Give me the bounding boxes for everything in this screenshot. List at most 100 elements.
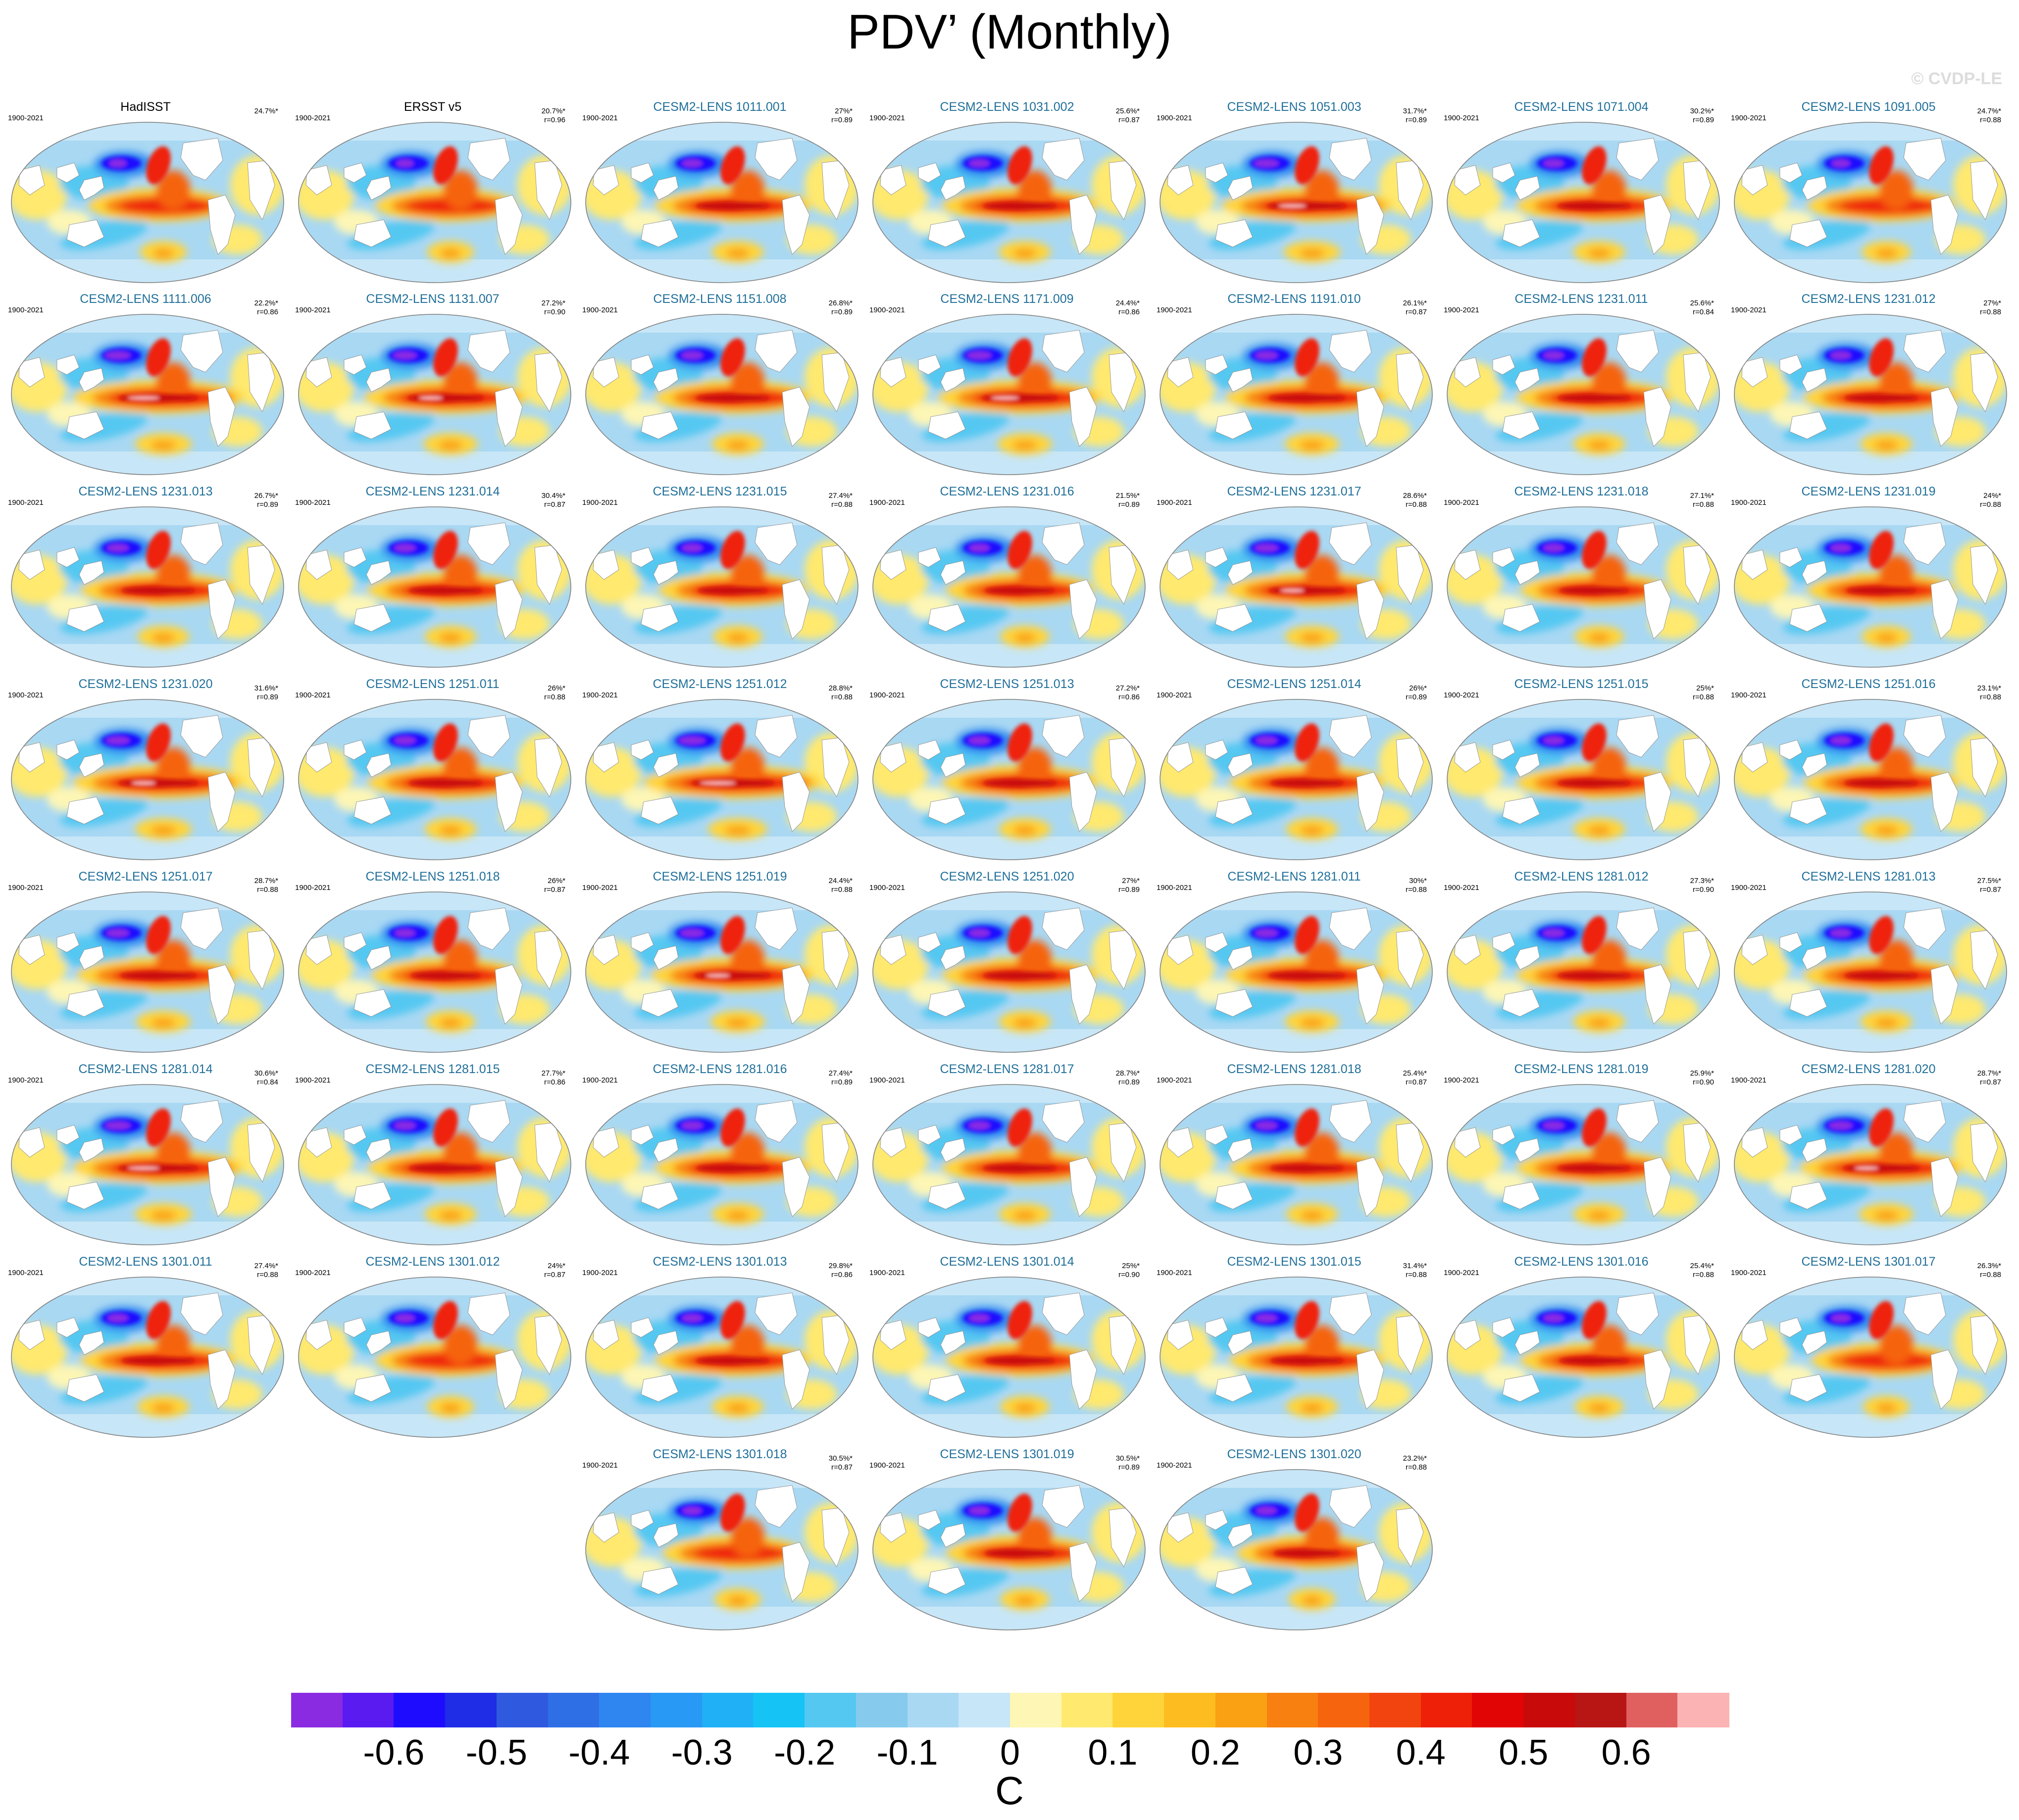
colorbar-swatch	[1420, 1693, 1473, 1727]
panel-title: CESM2-LENS 1301.013	[653, 1255, 787, 1269]
panel-title: CESM2-LENS 1281.019	[1514, 1062, 1649, 1076]
panel-variance-percent: 25.9%*	[1690, 1069, 1714, 1078]
sst-pattern-map	[11, 1084, 284, 1245]
map-frame	[584, 505, 859, 669]
colorbar-swatch	[1523, 1693, 1575, 1727]
sst-pattern-map	[585, 1084, 858, 1245]
map-frame	[871, 890, 1147, 1054]
map-panel: CESM2-LENS 1251.019 1900-2021 24.4%* r=0.88	[578, 869, 861, 1057]
map-panel: CESM2-LENS 1301.019 1900-2021 30.5%* r=0.89	[865, 1446, 1149, 1634]
map-frame	[584, 1468, 859, 1631]
panel-pattern-correlation: r=0.87	[1980, 885, 2001, 894]
panel-pattern-correlation: r=0.88	[1980, 308, 2001, 316]
map-frame	[1733, 890, 2008, 1054]
panel-title: CESM2-LENS 1151.008	[653, 292, 787, 306]
panel-title: CESM2-LENS 1301.012	[365, 1255, 500, 1269]
map-frame	[1733, 505, 2008, 669]
sst-pattern-map	[1160, 506, 1433, 668]
map-panel: CESM2-LENS 1191.010 1900-2021 26.1%* r=0.87	[1153, 291, 1436, 479]
panel-title: CESM2-LENS 1251.011	[366, 677, 500, 691]
panel-pattern-correlation: r=0.90	[1118, 1271, 1140, 1279]
colorbar-swatch	[548, 1693, 600, 1727]
panel-title: CESM2-LENS 1281.020	[1801, 1062, 1936, 1076]
panel-year-range: 1900-2021	[1731, 691, 1767, 699]
colorbar-swatch	[753, 1693, 806, 1727]
colorbar-swatch	[1164, 1693, 1216, 1727]
map-frame	[1159, 1276, 1434, 1439]
map-panel: CESM2-LENS 1231.015 1900-2021 27.4%* r=0.88	[578, 484, 861, 672]
panel-variance-percent: 26%*	[548, 684, 565, 692]
map-panel: CESM2-LENS 1301.016 1900-2021 25.4%* r=0.88	[1440, 1254, 1723, 1442]
colorbar	[291, 1693, 1729, 1727]
panel-pattern-correlation: r=0.89	[1693, 116, 1714, 124]
panel-title: CESM2-LENS 1051.003	[1227, 100, 1362, 114]
map-frame	[1159, 698, 1434, 861]
map-panel: CESM2-LENS 1301.018 1900-2021 30.5%* r=0.87	[578, 1446, 861, 1634]
panel-variance-percent: 24.7%*	[1977, 107, 2001, 115]
panel-pattern-correlation: r=0.86	[1118, 693, 1140, 701]
panel-year-range: 1900-2021	[869, 114, 905, 122]
colorbar-swatch	[342, 1693, 395, 1727]
panel-year-range: 1900-2021	[1157, 884, 1192, 892]
sst-pattern-map	[1447, 314, 1720, 475]
panel-variance-percent: 27.4%*	[828, 1069, 853, 1078]
panel-pattern-correlation: r=0.88	[1980, 693, 2001, 701]
colorbar-swatch	[291, 1693, 343, 1727]
panel-variance-percent: 28.8%*	[828, 684, 853, 692]
map-frame	[1159, 890, 1434, 1054]
map-panel: CESM2-LENS 1251.011 1900-2021 26%* r=0.88	[291, 676, 574, 864]
sst-pattern-map	[1447, 1277, 1720, 1438]
panel-variance-percent: 27.3%*	[1690, 877, 1714, 885]
map-frame	[584, 1083, 859, 1246]
panel-title: CESM2-LENS 1231.018	[1514, 485, 1649, 498]
colorbar-swatch	[1472, 1693, 1524, 1727]
panel-variance-percent: 23.2%*	[1403, 1454, 1427, 1463]
panel-variance-percent: 24%*	[548, 1262, 565, 1270]
colorbar-tick-label: 0.4	[1396, 1733, 1446, 1772]
map-panel: CESM2-LENS 1251.020 1900-2021 27%* r=0.89	[865, 869, 1149, 1057]
sst-pattern-map	[1160, 1277, 1433, 1438]
panel-pattern-correlation: r=0.89	[1406, 693, 1427, 701]
panel-variance-percent: 26.3%*	[1977, 1262, 2001, 1270]
panel-pattern-correlation: r=0.90	[1693, 885, 1714, 894]
panel-year-range: 1900-2021	[1444, 884, 1479, 892]
map-panel: CESM2-LENS 1251.018 1900-2021 26%* r=0.87	[291, 869, 574, 1057]
panel-variance-percent: 28.7%*	[254, 877, 278, 885]
panel-year-range: 1900-2021	[869, 1076, 905, 1084]
sst-pattern-map	[1447, 1084, 1720, 1245]
map-frame	[1733, 698, 2008, 861]
sst-pattern-map	[1734, 1277, 2007, 1438]
panel-variance-percent: 26%*	[548, 877, 565, 885]
sst-pattern-map	[1734, 699, 2007, 860]
panel-pattern-correlation: r=0.89	[1118, 500, 1140, 509]
sst-pattern-map	[585, 699, 858, 860]
panel-title: CESM2-LENS 1251.019	[653, 870, 787, 884]
map-frame	[10, 698, 285, 861]
map-frame	[297, 890, 572, 1054]
panel-year-range: 1900-2021	[582, 691, 618, 699]
panel-title: CESM2-LENS 1231.011	[1514, 292, 1648, 306]
panel-pattern-correlation: r=0.89	[1118, 1078, 1140, 1086]
panel-year-range: 1900-2021	[1444, 498, 1479, 507]
sst-pattern-map	[1734, 1084, 2007, 1245]
map-frame	[1446, 890, 1721, 1054]
panel-year-range: 1900-2021	[8, 691, 44, 699]
panel-pattern-correlation: r=0.87	[544, 885, 565, 894]
panel-year-range: 1900-2021	[1731, 1269, 1767, 1277]
map-panel: CESM2-LENS 1151.008 1900-2021 26.8%* r=0.89	[578, 291, 861, 479]
panel-year-range: 1900-2021	[1157, 1269, 1192, 1277]
map-panel: CESM2-LENS 1231.011 1900-2021 25.6%* r=0.84	[1440, 291, 1723, 479]
map-panel: CESM2-LENS 1131.007 1900-2021 27.2%* r=0.90	[291, 291, 574, 479]
map-panel: CESM2-LENS 1071.004 1900-2021 30.2%* r=0.89	[1440, 99, 1723, 287]
panel-year-range: 1900-2021	[1731, 498, 1767, 507]
panel-variance-percent: 22.2%*	[254, 299, 278, 307]
map-frame	[584, 1276, 859, 1439]
panel-title: CESM2-LENS 1281.013	[1801, 870, 1936, 884]
panel-year-range: 1900-2021	[8, 1269, 44, 1277]
map-panel: CESM2-LENS 1281.018 1900-2021 25.4%* r=0.87	[1153, 1061, 1436, 1249]
panel-year-range: 1900-2021	[295, 884, 331, 892]
map-panel: HadISST 1900-2021 24.7%*	[4, 99, 287, 287]
map-panel: CESM2-LENS 1251.014 1900-2021 26%* r=0.89	[1153, 676, 1436, 864]
panel-pattern-correlation: r=0.89	[831, 308, 853, 316]
panel-pattern-correlation: r=0.89	[831, 116, 853, 124]
